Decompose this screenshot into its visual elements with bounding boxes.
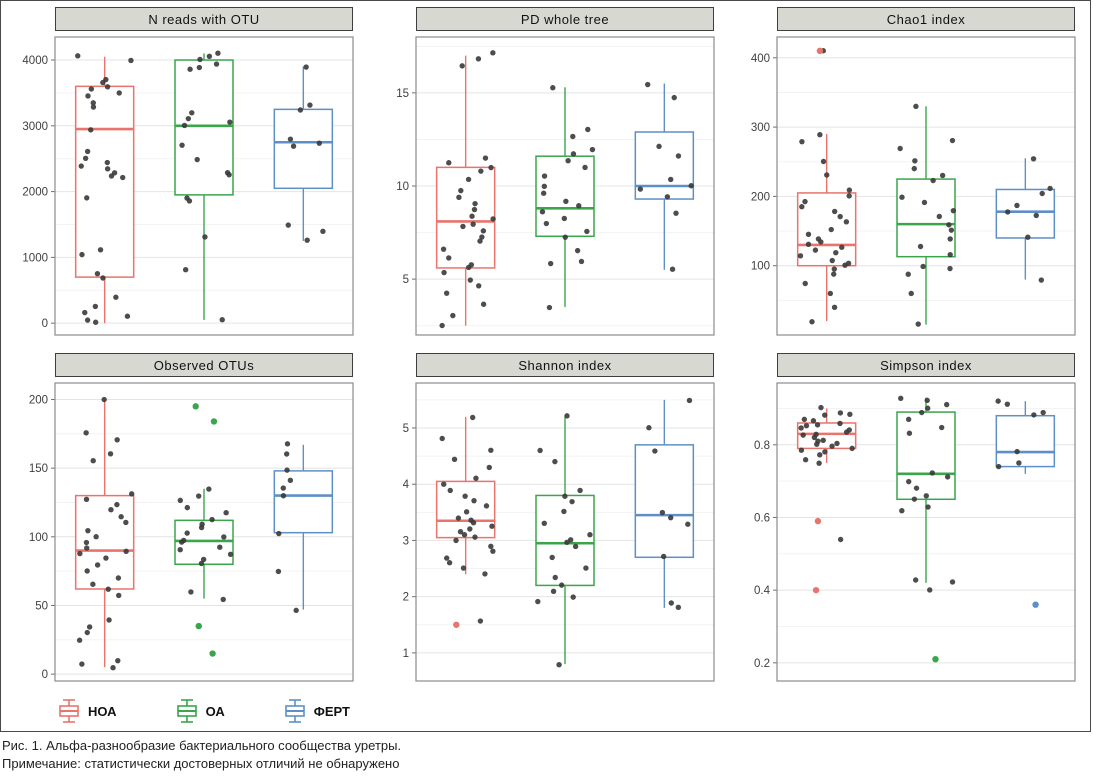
panel-title-n-reads: N reads with OTU	[55, 7, 353, 31]
boxplot-key-icon	[59, 699, 79, 723]
panel-observed-otus: Observed OTUs 0 50 100 150 200	[9, 353, 360, 689]
svg-text:2: 2	[403, 592, 409, 604]
svg-text:10: 10	[396, 181, 409, 193]
legend-item-fert: ФЕРТ	[283, 698, 350, 724]
svg-text:0.8: 0.8	[754, 440, 770, 452]
svg-text:200: 200	[751, 191, 770, 203]
svg-text:1: 1	[403, 648, 409, 660]
panel-title-pd: PD whole tree	[416, 7, 714, 31]
svg-text:400: 400	[751, 53, 770, 65]
svg-text:100: 100	[29, 532, 48, 544]
svg-text:0.6: 0.6	[754, 512, 770, 524]
svg-text:0.2: 0.2	[754, 658, 770, 670]
svg-text:3: 3	[403, 535, 409, 547]
boxplot-pd-whole-tree: 5 10 15	[396, 36, 715, 336]
figure-caption: Рис. 1. Альфа-разнообразие бактериальног…	[0, 732, 1093, 772]
svg-text:0: 0	[42, 318, 48, 330]
panel-title-observed-otus: Observed OTUs	[55, 353, 353, 377]
svg-text:100: 100	[751, 261, 770, 273]
panel-simpson-index: Simpson index 0.2 0.4 0.6 0.8	[731, 353, 1082, 689]
boxplot-observed-otus: 0 50 100 150 200	[29, 382, 354, 682]
panel-shannon-index: Shannon index 1 2 3 4 5	[370, 353, 721, 689]
boxplot-key-icon	[284, 699, 305, 723]
svg-text:5: 5	[403, 423, 409, 435]
svg-text:0: 0	[42, 669, 48, 681]
legend-label-oa: ОА	[205, 703, 225, 719]
panel-chao1-index: Chao1 index 100 200 300 400	[731, 7, 1082, 343]
legend-item-noa: НОА	[57, 698, 117, 724]
boxplot-simpson-index: 0.2 0.4 0.6 0.8	[754, 382, 1076, 682]
svg-text:50: 50	[35, 600, 48, 612]
svg-text:150: 150	[29, 463, 48, 475]
caption-title: Рис. 1. Альфа-разнообразие бактериальног…	[2, 738, 402, 753]
boxplot-n-reads-with-otu: 0 1000 2000 3000 4000	[22, 36, 354, 336]
svg-text:4000: 4000	[22, 55, 48, 67]
svg-text:1000: 1000	[22, 252, 48, 264]
plots-grid: N reads with OTU 0 1000 2000 3000 4000 PD wh…	[9, 7, 1082, 689]
legend-label-fert: ФЕРТ	[313, 703, 350, 719]
svg-text:200: 200	[29, 395, 48, 407]
figure-alpha-diversity: N reads with OTU 0 1000 2000 3000 4000 PD wh…	[0, 0, 1091, 732]
legend: НОА ОА ФЕРТ	[57, 697, 1082, 725]
boxplot-chao1-index: 100 200 300 400	[751, 36, 1076, 336]
panel-pd-whole-tree: PD whole tree 5 10 15	[370, 7, 721, 343]
panel-title-shannon: Shannon index	[416, 353, 714, 377]
svg-text:5: 5	[403, 274, 409, 286]
caption-note: Примечание: статистически достоверных от…	[2, 755, 400, 771]
svg-text:15: 15	[396, 88, 409, 100]
boxplot-key-icon	[176, 699, 197, 723]
boxplot-shannon-index: 1 2 3 4 5	[403, 382, 715, 682]
svg-text:3000: 3000	[22, 121, 48, 133]
panel-title-simpson: Simpson index	[777, 353, 1075, 377]
svg-text:2000: 2000	[22, 187, 48, 199]
svg-text:4: 4	[403, 479, 410, 491]
panel-n-reads-with-otu: N reads with OTU 0 1000 2000 3000 4000	[9, 7, 360, 343]
legend-item-oa: ОА	[175, 698, 225, 724]
svg-text:300: 300	[751, 122, 770, 134]
panel-title-chao1: Chao1 index	[777, 7, 1075, 31]
svg-text:0.4: 0.4	[754, 585, 771, 597]
legend-label-noa: НОА	[88, 703, 117, 719]
